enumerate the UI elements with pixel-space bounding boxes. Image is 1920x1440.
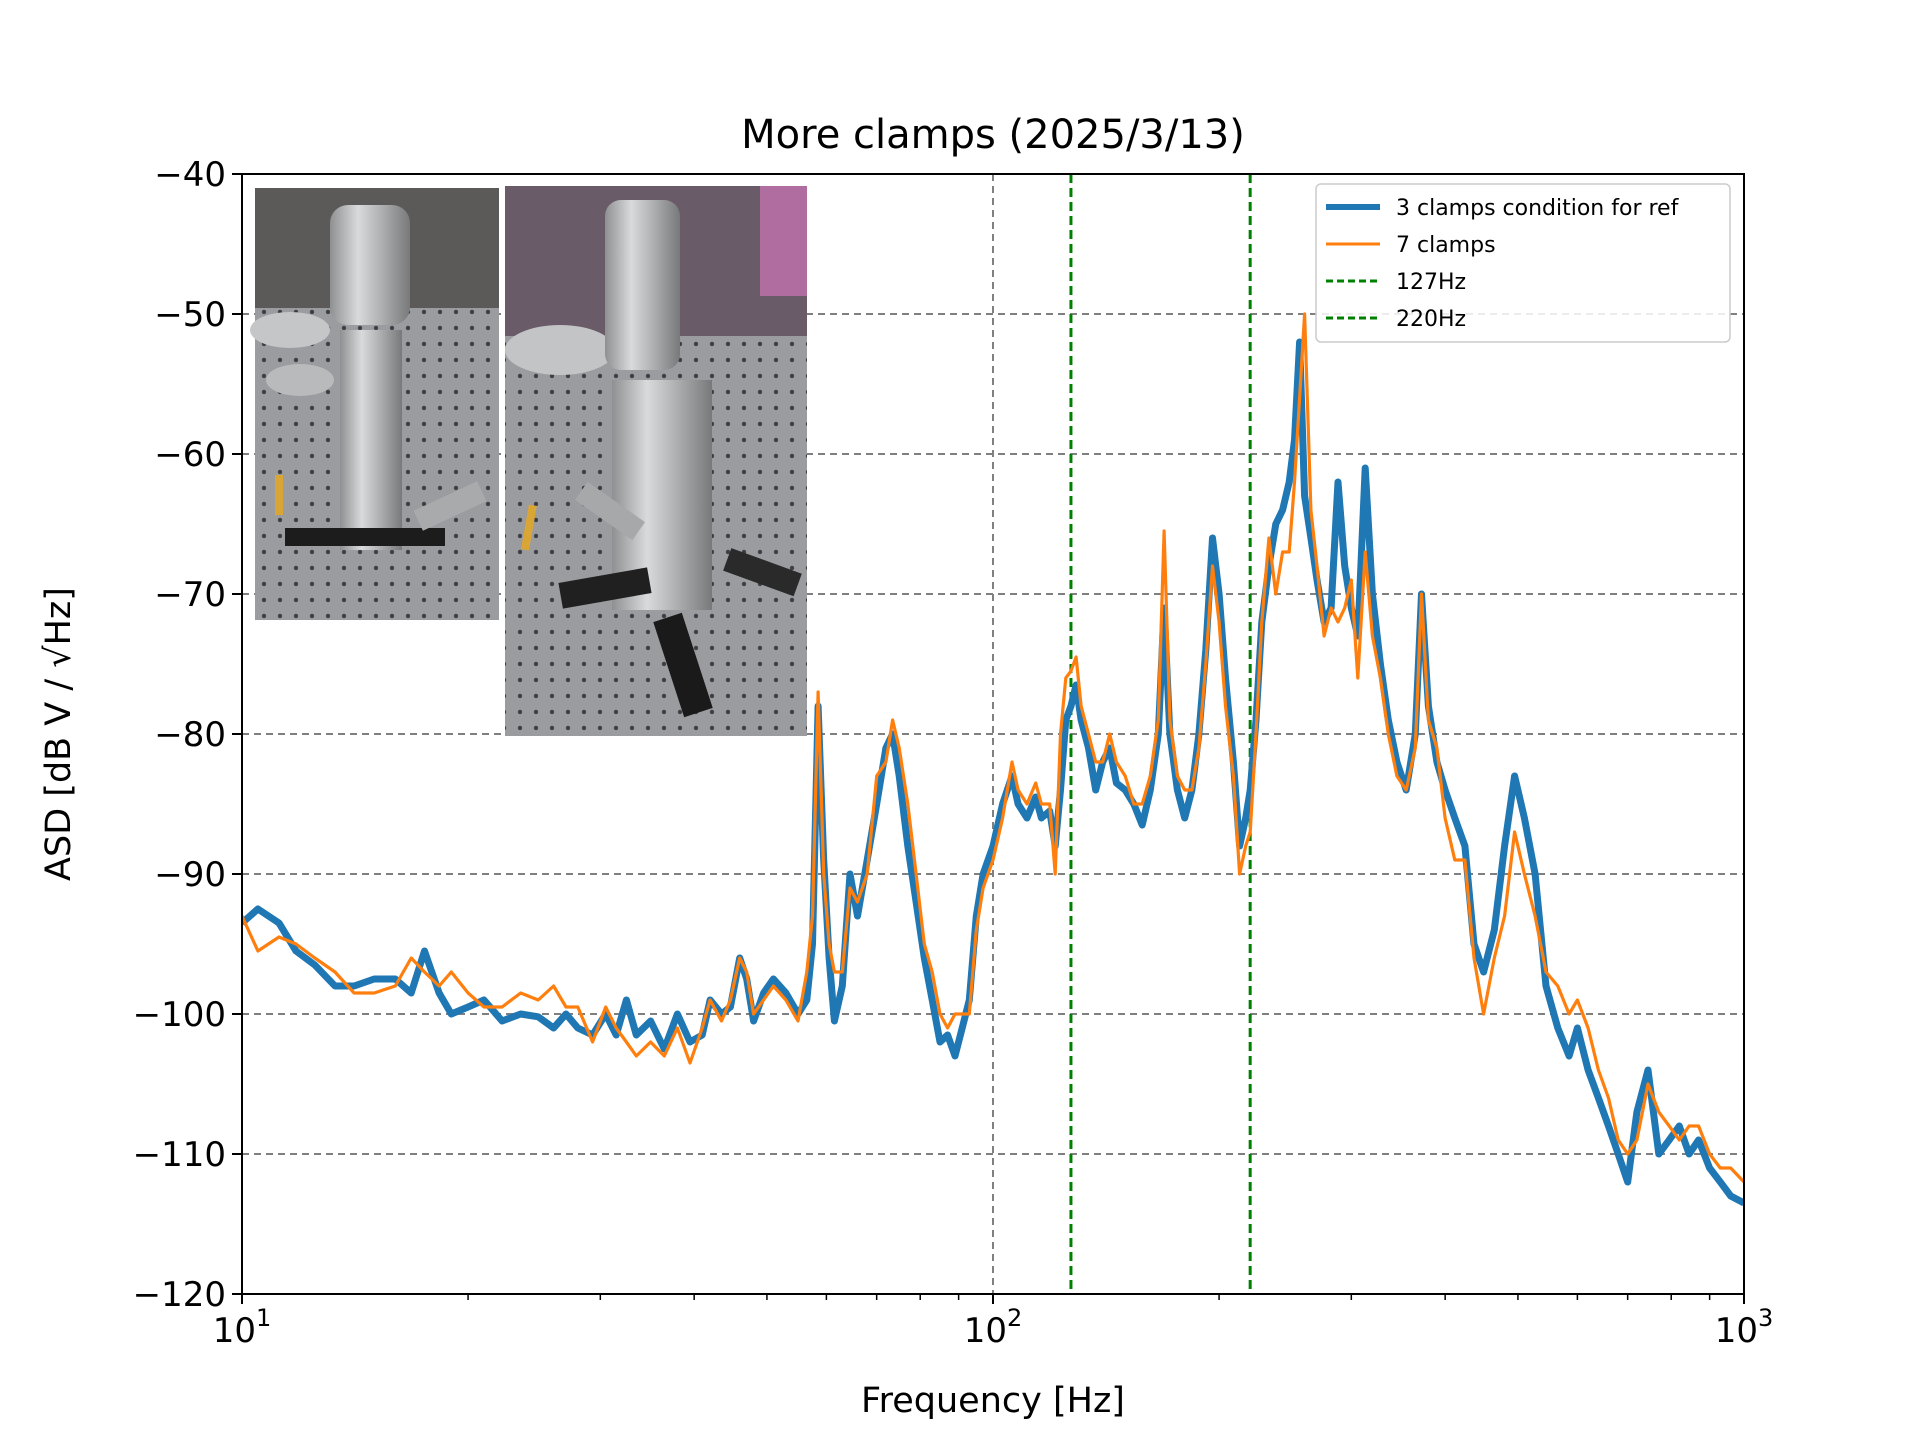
- y-axis-label: ASD [dB V / √Hz]: [39, 587, 79, 881]
- legend-label: 220Hz: [1396, 307, 1466, 332]
- x-axis-ticks: 101 102 103: [213, 1294, 1774, 1351]
- y-tick-label: −40: [154, 155, 226, 195]
- y-tick-label: −60: [154, 435, 226, 475]
- chart-title: More clamps (2025/3/13): [741, 112, 1245, 158]
- y-tick-label: −80: [154, 715, 226, 755]
- y-axis-ticks: −40 −50 −60 −70 −80 −90 −100 −110 −120: [133, 155, 242, 1315]
- series-lines: [242, 312, 1744, 1207]
- y-tick-label: −70: [154, 575, 226, 615]
- setup-photo-3-clamps: [250, 188, 499, 620]
- reference-lines: [1069, 174, 1252, 1294]
- y-tick-label: −100: [133, 995, 226, 1035]
- x-tick-label: 103: [1715, 1304, 1774, 1351]
- x-tick-label: 102: [964, 1304, 1023, 1351]
- legend-label: 3 clamps condition for ref: [1396, 196, 1680, 221]
- legend: 3 clamps condition for ref 7 clamps 127Hz 2…: [1315, 183, 1731, 343]
- x-axis-label: Frequency [Hz]: [861, 1381, 1125, 1421]
- legend-label: 7 clamps: [1396, 233, 1496, 258]
- y-tick-label: −110: [133, 1135, 226, 1175]
- legend-label: 127Hz: [1396, 270, 1466, 295]
- series-line-2: [242, 312, 1744, 1184]
- x-tick-label: 101: [213, 1304, 272, 1351]
- setup-photo-7-clamps: [505, 186, 807, 736]
- y-tick-label: −50: [154, 295, 226, 335]
- y-tick-label: −90: [154, 855, 226, 895]
- y-tick-label: −120: [133, 1275, 226, 1315]
